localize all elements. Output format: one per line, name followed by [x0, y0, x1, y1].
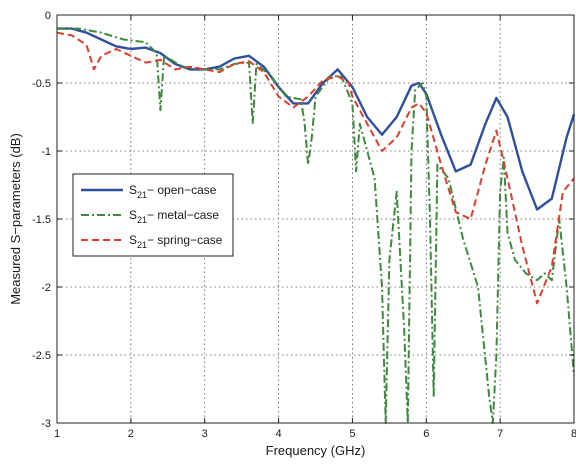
x-tick-label: 2 [128, 428, 134, 440]
y-tick-label: 0 [45, 10, 51, 22]
series-lines [56, 27, 576, 424]
y-tick-label: -2 [41, 282, 51, 294]
y-tick-label: -1 [41, 146, 51, 158]
y-axis-title: Measured S−parameters (dB) [8, 133, 23, 305]
x-tick-label: 3 [202, 428, 208, 440]
y-tick-label: -0.5 [32, 78, 51, 90]
x-tick-label: 8 [571, 428, 576, 440]
legend-label: S21− metal−case [129, 208, 219, 225]
y-tick-label: -2.5 [32, 350, 51, 362]
legend: S21− open−case S21− metal−case S21− spring… [72, 173, 234, 257]
y-tick-label: -1.5 [32, 214, 51, 226]
y-tick-label: -3 [41, 418, 51, 430]
x-tick-label: 4 [276, 428, 282, 440]
x-tick-label: 6 [423, 428, 429, 440]
x-tick-label: 5 [349, 428, 355, 440]
x-tick-label: 7 [497, 428, 503, 440]
legend-label: S21− open−case [129, 183, 217, 200]
series-line-2 [57, 27, 575, 424]
x-axis-title: Frequency (GHz) [266, 443, 366, 458]
series-line-3 [56, 31, 575, 305]
legend-label: S21− spring−case [129, 233, 223, 250]
axis-ticks: 1 2 3 4 5 6 7 8 0 -0.5 -1 -1.5 -2 -2.5 -3 [32, 10, 576, 440]
x-tick-label: 1 [54, 428, 60, 440]
